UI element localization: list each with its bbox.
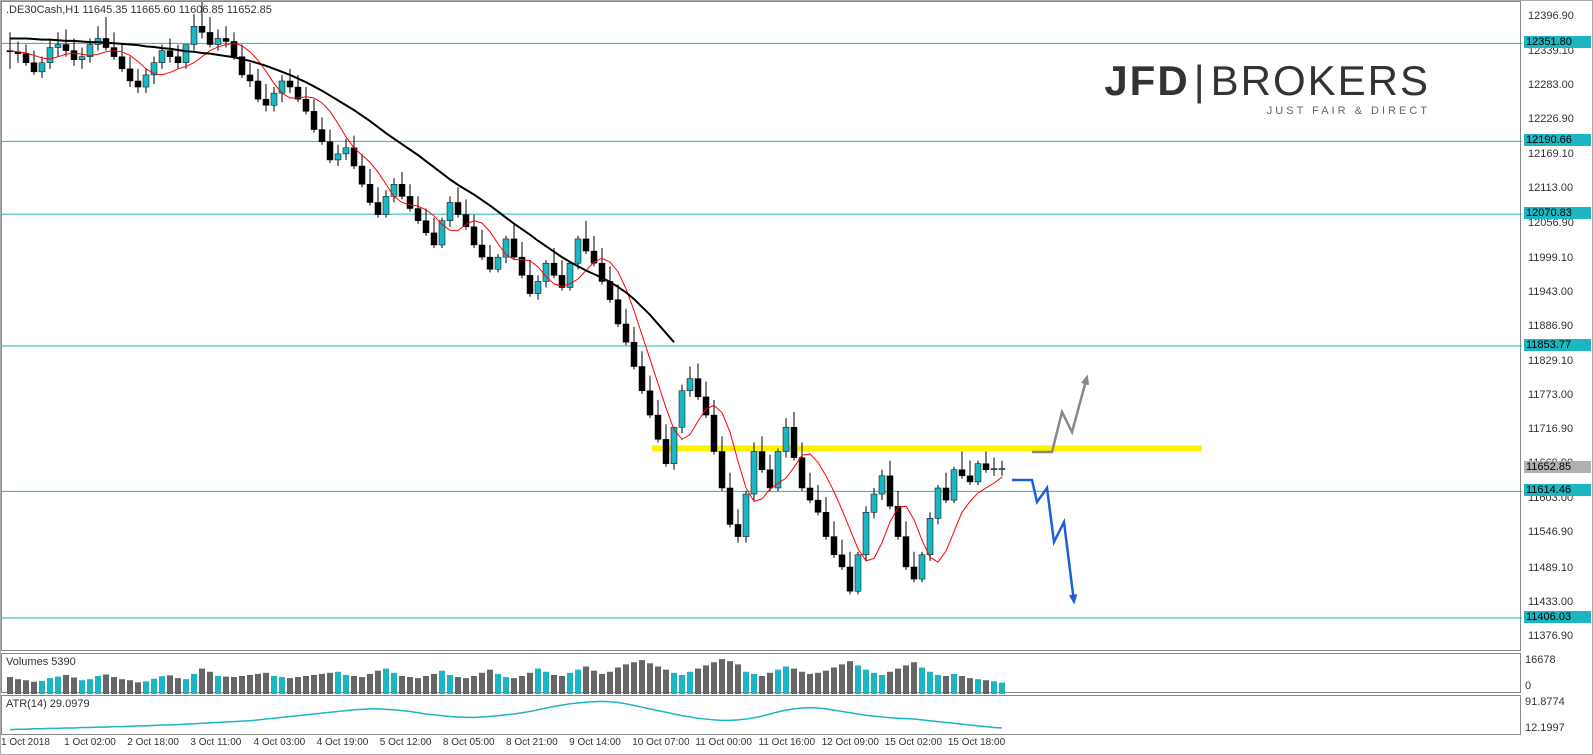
- level-label: 11406.03: [1524, 611, 1591, 623]
- volume-tick-high: 16678: [1523, 654, 1593, 666]
- xtick-label: 3 Oct 11:00: [190, 737, 241, 748]
- xtick-label: 8 Oct 21:00: [506, 737, 558, 748]
- xtick-label: 11 Oct 00:00: [695, 737, 752, 748]
- level-label: 12190.66: [1524, 134, 1591, 146]
- ytick-label: 12396.90: [1526, 10, 1593, 22]
- atr-svg: [2, 696, 1522, 736]
- logo-sep: |: [1194, 57, 1207, 104]
- xtick-label: 15 Oct 02:00: [885, 737, 942, 748]
- ytick-label: 12283.00: [1526, 79, 1593, 91]
- xtick-label: 10 Oct 07:00: [632, 737, 689, 748]
- ytick-label: 11886.90: [1526, 320, 1593, 332]
- atr-tick-high: 91.8774: [1523, 696, 1593, 708]
- volume-tick-low: 0: [1523, 680, 1593, 692]
- xtick-label: 4 Oct 19:00: [317, 737, 369, 748]
- level-label: 11614.46: [1524, 484, 1591, 496]
- level-label: 11853.77: [1524, 339, 1591, 351]
- logo-sub: JUST FAIR & DIRECT: [1104, 105, 1430, 117]
- ticker-ohlc: 11645.35 11665.60 11606.85 11652.85: [82, 4, 271, 16]
- atr-tick-low: 12.1997: [1523, 722, 1593, 734]
- ytick-label: 11376.90: [1526, 630, 1593, 642]
- ytick-label: 11943.00: [1526, 286, 1593, 298]
- ytick-label: 11489.10: [1526, 562, 1593, 574]
- xaxis: 1 Oct 2018 1 Oct 02:00 2 Oct 18:00 3 Oct 11…: [1, 737, 1593, 755]
- ytick-label: 12113.00: [1526, 182, 1593, 194]
- ticker-label: .DE30Cash,H1 11645.35 11665.60 11606.85 …: [6, 4, 272, 16]
- main-price-panel[interactable]: .DE30Cash,H1 11645.35 11665.60 11606.85 …: [1, 1, 1521, 651]
- xtick-label: 1 Oct 02:00: [64, 737, 116, 748]
- xtick-label: 15 Oct 18:00: [948, 737, 1005, 748]
- xtick-label: 9 Oct 14:00: [569, 737, 621, 748]
- ytick-label: 12169.10: [1526, 148, 1593, 160]
- volume-panel[interactable]: Volumes 5390 16678 0: [1, 653, 1521, 693]
- xtick-label: 5 Oct 12:00: [380, 737, 432, 748]
- broker-logo: JFD|BROKERS JUST FAIR & DIRECT: [1104, 57, 1430, 117]
- ytick-label: 11433.00: [1526, 596, 1593, 608]
- xtick-label: 4 Oct 03:00: [254, 737, 306, 748]
- atr-panel[interactable]: ATR(14) 29.0979 91.8774 12.1997: [1, 695, 1521, 735]
- xtick-label: 2 Oct 18:00: [127, 737, 179, 748]
- ytick-label: 11773.00: [1526, 389, 1593, 401]
- xtick-label: 1 Oct 2018: [1, 737, 50, 748]
- current-price-label: 11652.85: [1524, 461, 1591, 473]
- level-label: 12070.83: [1524, 207, 1591, 219]
- ytick-label: 11716.90: [1526, 423, 1593, 435]
- chart-container: .DE30Cash,H1 11645.35 11665.60 11606.85 …: [0, 0, 1593, 755]
- volume-svg: [2, 654, 1522, 694]
- ytick-label: 11999.10: [1526, 252, 1593, 264]
- atr-label: ATR(14) 29.0979: [6, 698, 90, 710]
- logo-brokers: BROKERS: [1211, 57, 1430, 104]
- xtick-label: 11 Oct 16:00: [759, 737, 816, 748]
- ytick-label: 11546.90: [1526, 526, 1593, 538]
- level-label: 12351.80: [1524, 36, 1591, 48]
- logo-jfd: JFD: [1104, 57, 1189, 104]
- ytick-label: 11829.10: [1526, 355, 1593, 367]
- ticker-symbol: .DE30Cash,H1: [6, 4, 79, 16]
- xtick-label: 12 Oct 09:00: [822, 737, 879, 748]
- ytick-label: 12226.90: [1526, 113, 1593, 125]
- volume-label: Volumes 5390: [6, 656, 76, 668]
- xtick-label: 8 Oct 05:00: [443, 737, 495, 748]
